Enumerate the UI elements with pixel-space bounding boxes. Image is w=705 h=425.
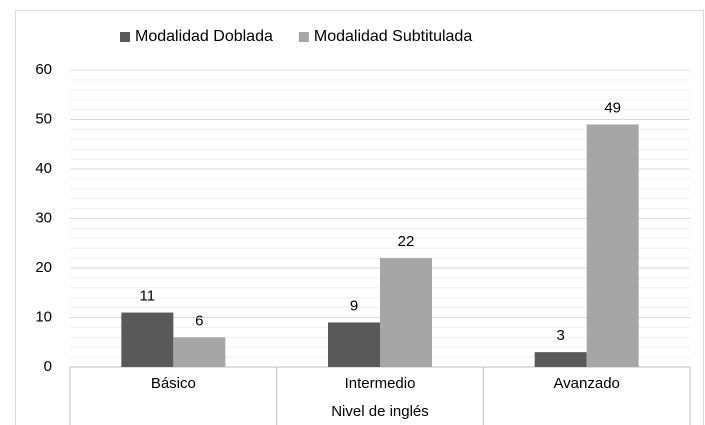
y-tick-label: 60: [35, 61, 52, 78]
x-tick-label: Básico: [151, 375, 196, 392]
y-tick-label: 30: [35, 209, 52, 226]
y-tick-label: 0: [44, 358, 52, 375]
bar: [534, 352, 587, 367]
y-tick-label: 10: [35, 308, 52, 325]
x-axis-label: Nivel de inglés: [331, 403, 429, 420]
bar: [173, 337, 226, 367]
bar: [121, 312, 174, 367]
data-label: 3: [556, 327, 564, 344]
data-label: 6: [195, 312, 203, 329]
data-label: 22: [398, 233, 415, 250]
data-label: 9: [350, 297, 358, 314]
y-tick-label: 20: [35, 259, 52, 276]
x-tick-label: Avanzado: [553, 375, 619, 392]
y-tick-label: 40: [35, 160, 52, 177]
legend-label: Modalidad Subtitulada: [314, 28, 472, 45]
y-tick-label: 50: [35, 110, 52, 127]
legend-label: Modalidad Doblada: [135, 28, 273, 45]
bar: [328, 322, 380, 367]
x-tick-label: Intermedio: [345, 375, 416, 392]
legend-swatch: [298, 32, 309, 42]
data-label: 49: [604, 99, 621, 116]
legend-swatch: [120, 32, 130, 42]
bar: [380, 258, 432, 367]
bar: [586, 124, 639, 367]
data-label: 11: [140, 288, 156, 305]
